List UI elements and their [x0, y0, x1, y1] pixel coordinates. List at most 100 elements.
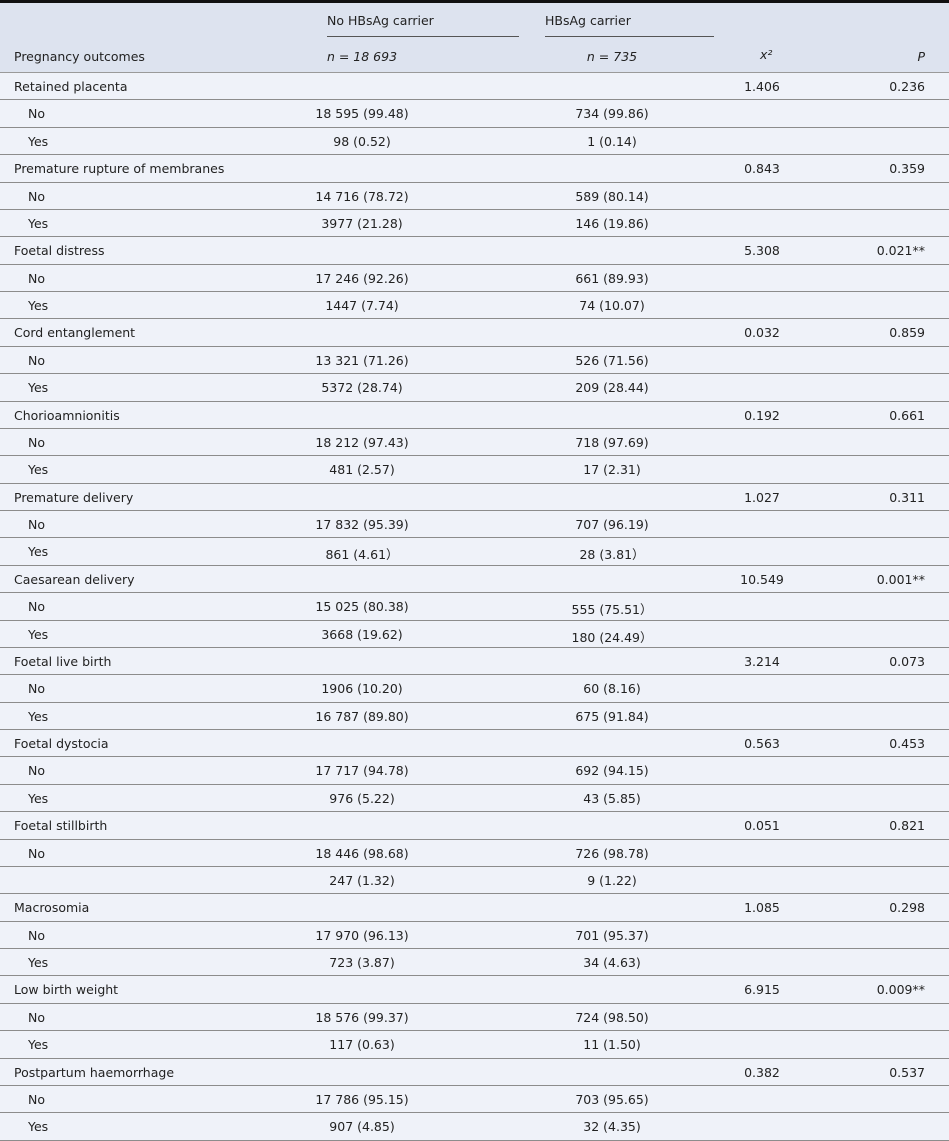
outcome-name: Chorioamnionitis	[14, 407, 120, 423]
carrier-value: 526 (71.56)	[575, 352, 649, 368]
category-label: Yes	[28, 133, 49, 149]
table-row-group: Postpartum haemorrhage 0.382 0.537	[0, 1059, 949, 1086]
carrier-value: 703 (95.65)	[575, 1091, 649, 1107]
category-label: No	[28, 352, 45, 368]
outcome-name: Foetal live birth	[14, 653, 112, 669]
category-label: No	[28, 270, 45, 286]
table-row-group: Foetal distress 5.308 0.021**	[0, 237, 949, 265]
no-carrier-value: 14 716 (78.72)	[315, 188, 409, 204]
carrier-value: 734 (99.86)	[575, 106, 649, 122]
no-carrier-value: 3977 (21.28)	[321, 215, 403, 231]
no-carrier-value: 18 576 (99.37)	[315, 1009, 409, 1025]
table-body: Retained placenta 1.406 0.236 No 18 595 (99.…	[0, 73, 949, 1141]
table-row: Yes 861 (4.61） 28 (3.81）	[0, 538, 949, 566]
table-header: No HBsAg carrier HBsAg carrier Pregnancy…	[0, 3, 949, 73]
chi-square-value: 0.051	[744, 818, 780, 834]
outcome-name: Retained placenta	[14, 79, 128, 94]
table-row-group: Chorioamnionitis 0.192 0.661	[0, 402, 949, 429]
outcome-name: Caesarean delivery	[14, 571, 135, 587]
category-label: Yes	[28, 462, 49, 478]
table-row: No 13 321 (71.26) 526 (71.56)	[0, 347, 949, 375]
category-label: No	[28, 188, 45, 204]
table-row: Yes 907 (4.85) 32 (4.35)	[0, 1113, 949, 1141]
no-carrier-value: 3668 (19.62)	[321, 626, 403, 642]
chi-square-value: 3.214	[744, 653, 780, 669]
category-label: Yes	[28, 708, 49, 724]
header-group-no-carrier: No HBsAg carrier	[327, 13, 519, 37]
top-rule	[0, 0, 949, 3]
category-label: Yes	[28, 955, 49, 970]
table-row: 247 (1.32) 9 (1.22)	[0, 867, 949, 895]
no-carrier-value: 15 025 (80.38)	[315, 599, 409, 615]
outcome-name: Cord entanglement	[14, 325, 136, 341]
no-carrier-value: 17 970 (96.13)	[315, 927, 409, 943]
p-value: 0.537	[889, 1064, 925, 1080]
table-row-group: Premature rupture of membranes 0.843 0.359	[0, 155, 949, 183]
table-row-group: Low birth weight 6.915 0.009**	[0, 976, 949, 1004]
table-row: Yes 723 (3.87) 34 (4.63)	[0, 949, 949, 977]
carrier-value: 60 (8.16)	[583, 681, 641, 697]
category-label: No	[28, 106, 45, 122]
category-label: Yes	[28, 790, 49, 806]
table-row: Yes 976 (5.22) 43 (5.85)	[0, 785, 949, 813]
carrier-value: 32 (4.35)	[583, 1119, 641, 1135]
no-carrier-value: 18 446 (98.68)	[315, 845, 409, 861]
table-row: Yes 5372 (28.74) 209 (28.44)	[0, 374, 949, 402]
p-value: 0.021**	[876, 243, 925, 259]
header-chi-square: x²	[760, 47, 773, 62]
outcome-name: Premature delivery	[14, 489, 134, 505]
p-value: 0.311	[889, 489, 925, 505]
no-carrier-value: 723 (3.87)	[329, 955, 395, 970]
chi-square-value: 0.192	[744, 407, 780, 423]
outcome-name: Foetal stillbirth	[14, 818, 108, 834]
header-group-carrier: HBsAg carrier	[545, 13, 714, 37]
category-label: Yes	[28, 380, 49, 396]
carrier-value: 707 (96.19)	[575, 517, 649, 532]
carrier-value: 9 (1.22)	[587, 872, 637, 888]
table-row-group: Foetal stillbirth 0.051 0.821	[0, 812, 949, 840]
table-row: Yes 3668 (19.62) 180 (24.49）	[0, 621, 949, 648]
chi-square-value: 5.308	[744, 243, 780, 259]
chi-square-value: 0.032	[744, 325, 780, 341]
chi-square-value: 1.406	[744, 79, 780, 94]
category-label: Yes	[28, 544, 49, 560]
table-row-group: Macrosomia 1.085 0.298	[0, 894, 949, 922]
category-label: Yes	[28, 215, 49, 231]
no-carrier-value: 13 321 (71.26)	[315, 352, 409, 368]
table-row-group: Foetal live birth 3.214 0.073	[0, 648, 949, 676]
p-value: 0.359	[889, 161, 925, 177]
carrier-value: 692 (94.15)	[575, 763, 649, 779]
no-carrier-value: 17 832 (95.39)	[315, 517, 409, 532]
table-row-group: Retained placenta 1.406 0.236	[0, 73, 949, 101]
p-value: 0.009**	[876, 982, 925, 998]
category-label: No	[28, 599, 45, 615]
category-label: Yes	[28, 1119, 49, 1135]
outcome-name: Foetal distress	[14, 243, 105, 259]
category-label: No	[28, 845, 45, 861]
carrier-value: 726 (98.78)	[575, 845, 649, 861]
no-carrier-value: 117 (0.63)	[329, 1037, 395, 1053]
carrier-value: 701 (95.37)	[575, 927, 649, 943]
no-carrier-value: 17 717 (94.78)	[315, 763, 409, 779]
category-label: No	[28, 927, 45, 943]
carrier-value: 17 (2.31)	[583, 462, 641, 478]
table-row: No 18 446 (98.68) 726 (98.78)	[0, 840, 949, 867]
table-row: No 17 786 (95.15) 703 (95.65)	[0, 1086, 949, 1114]
no-carrier-value: 18 595 (99.48)	[315, 106, 409, 122]
p-value: 0.453	[889, 736, 925, 751]
table-row: No 17 832 (95.39) 707 (96.19)	[0, 511, 949, 539]
table-row-group: Premature delivery 1.027 0.311	[0, 484, 949, 511]
category-label: Yes	[28, 298, 49, 313]
no-carrier-value: 5372 (28.74)	[321, 380, 403, 396]
no-carrier-value: 17 246 (92.26)	[315, 270, 409, 286]
table-row: No 18 595 (99.48) 734 (99.86)	[0, 100, 949, 128]
header-n1: n = 18 693	[326, 49, 398, 64]
carrier-value: 146 (19.86)	[575, 215, 649, 231]
header-outcomes: Pregnancy outcomes	[14, 49, 145, 64]
table-row-group: Foetal dystocia 0.563 0.453	[0, 730, 949, 758]
chi-square-value: 10.549	[740, 571, 784, 587]
no-carrier-value: 17 786 (95.15)	[315, 1091, 409, 1107]
no-carrier-value: 481 (2.57)	[329, 462, 395, 478]
carrier-value: 589 (80.14)	[575, 188, 649, 204]
no-carrier-value: 247 (1.32)	[329, 872, 395, 888]
